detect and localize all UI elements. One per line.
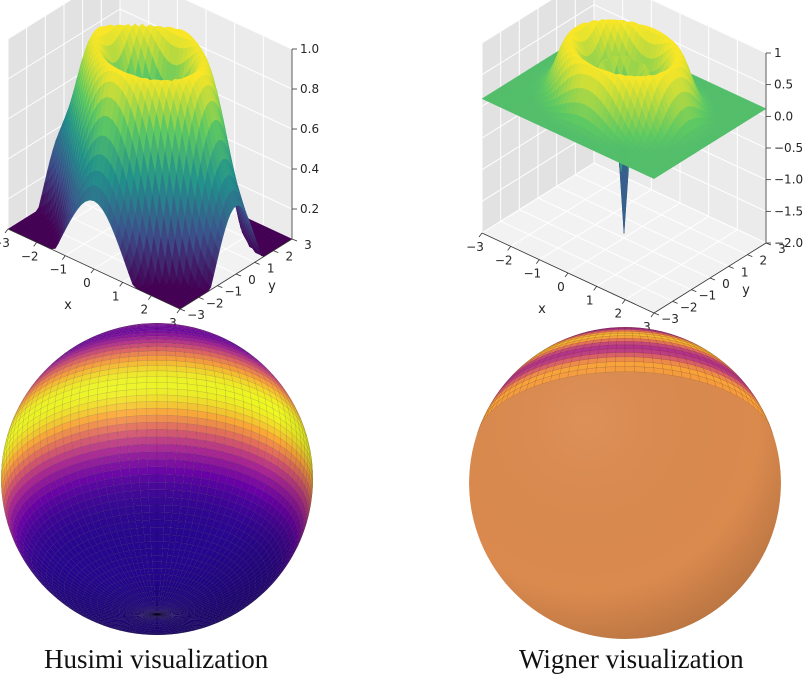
x-tick-label: −2 [21,249,39,263]
y-tick [691,289,697,293]
y-tick [653,312,660,316]
x-tick-label: 0 [557,280,565,294]
y-tick-label: 0 [248,273,256,287]
y-tick-label: 2 [286,250,294,264]
grid-line [185,0,293,50]
x-tick-label: 0 [83,276,91,290]
surface-patch [649,174,658,179]
y-tick-label: −2 [206,296,224,310]
x-tick [536,259,540,264]
y-tick-label: 1 [267,261,275,275]
y-tick [235,273,242,277]
grid-line [481,162,595,234]
x-tick [148,295,152,300]
husimi-sphere [1,323,313,635]
grid-line [7,0,72,40]
z-tick-label: 1 [774,46,782,60]
x-tick [119,282,123,287]
y-tick-label: 2 [760,254,768,268]
x-tick [33,242,37,247]
z-tick-label: −1.5 [774,204,803,218]
x-tick-label: 2 [615,307,623,321]
z-tick-label: −2.0 [774,236,803,250]
y-tick-label: −1 [224,285,242,299]
x-tick-label: −1 [49,263,67,277]
grid-line [481,130,595,202]
x-tick [4,228,9,234]
z-tick-label: 0.2 [300,202,319,216]
y-tick [254,261,260,265]
y-tick [672,300,678,304]
z-tick-label: −0.5 [774,141,803,155]
y-axis-label: y [268,279,276,294]
x-tick-label: 3 [643,320,651,334]
grid-line [481,4,595,76]
y-tick-label: −1 [698,289,716,303]
z-tick-label: 0.5 [774,78,793,92]
x-tick-label: −3 [0,236,10,250]
y-tick [217,285,223,289]
y-tick [291,238,298,242]
y-tick [198,296,204,300]
x-tick [507,246,511,251]
x-axis-label: x [538,302,546,317]
y-tick [709,277,716,281]
y-tick-label: −2 [680,300,698,314]
y-tick-label: 3 [304,238,312,252]
y-tick-label: −3 [187,308,205,322]
x-tick-label: 1 [586,293,594,307]
y-tick [747,254,753,258]
surface-mesh [7,23,293,310]
x-tick [90,268,95,274]
z-tick-label: −1.0 [774,173,803,187]
x-tick [478,232,483,238]
axes: −3−2−10123−3−2−1012310.50.0−0.5−1.0−1.5−… [466,46,803,334]
x-tick [176,308,181,314]
x-tick-label: 3 [169,316,177,330]
x-tick-label: 1 [112,289,120,303]
wigner-surface-plot: −3−2−10123−3−2−1012310.50.0−0.5−1.0−1.5−… [466,0,803,334]
y-tick [273,250,279,254]
x-tick-label: 2 [141,303,149,317]
surface-mesh [481,19,767,234]
x-tick [593,286,597,291]
x-tick [62,255,66,260]
x-tick [622,299,626,304]
y-tick-label: 3 [778,242,786,256]
z-tick-label: 0.0 [774,109,793,123]
y-axis-label: y [742,283,750,298]
x-axis-label: x [64,298,72,313]
z-tick-label: 0.4 [300,162,319,176]
x-tick [650,312,655,318]
grid-line [481,0,552,44]
y-tick-label: 1 [741,265,749,279]
x-tick-label: −2 [495,253,513,267]
x-tick-label: −3 [466,240,484,254]
grid-line [575,174,748,256]
x-tick-label: −1 [523,267,541,281]
y-tick-label: −3 [661,312,679,326]
y-tick [179,308,186,312]
grid-line [593,4,767,86]
y-tick-label: 0 [722,277,730,291]
z-tick-label: 0.6 [300,122,319,136]
z-tick-label: 0.8 [300,82,319,96]
grid-line [650,0,767,54]
grid-line [7,8,121,80]
y-tick [728,265,734,269]
z-tick-label: 1.0 [300,42,319,56]
grid-line [119,8,293,90]
x-tick [564,272,569,278]
